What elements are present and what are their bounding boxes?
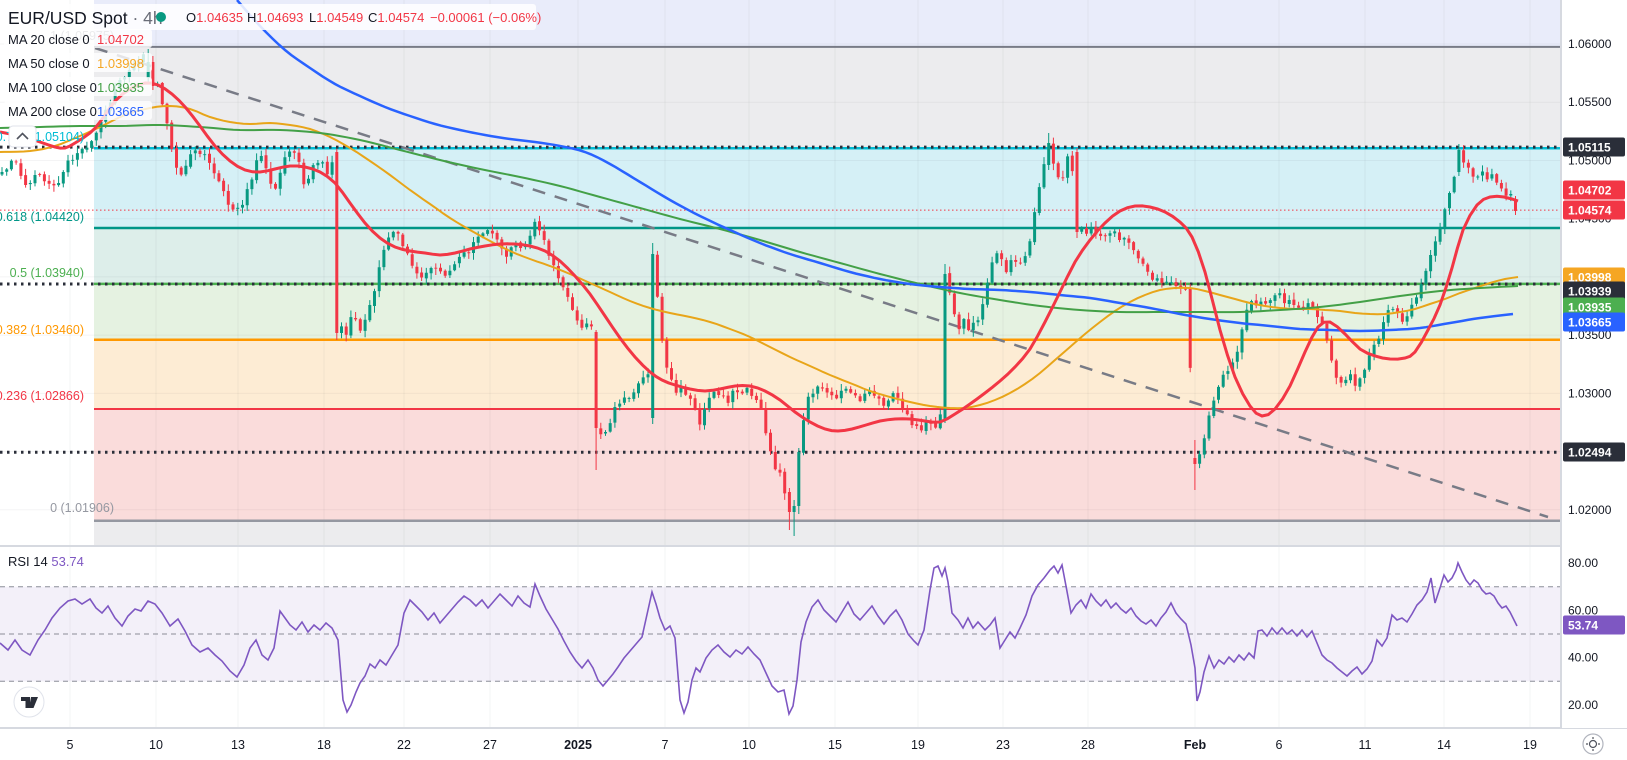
svg-text:Feb: Feb [1184,738,1207,752]
svg-text:1.05115: 1.05115 [1568,141,1611,155]
svg-text:28: 28 [1081,738,1095,752]
svg-text:1.03665: 1.03665 [1568,316,1612,330]
svg-text:−0.00061 (−0.06%): −0.00061 (−0.06%) [430,10,541,25]
svg-text:1.04574: 1.04574 [1568,204,1612,218]
svg-text:19: 19 [911,738,925,752]
svg-text:1.04702: 1.04702 [1568,184,1612,198]
svg-text:1.03998: 1.03998 [97,56,144,71]
svg-text:1.05000: 1.05000 [1568,154,1612,168]
svg-text:10: 10 [149,738,163,752]
svg-text:1.06000: 1.06000 [1568,37,1612,51]
svg-text:1.03998: 1.03998 [1568,271,1612,285]
svg-text:7: 7 [662,738,669,752]
svg-text:18: 18 [317,738,331,752]
svg-text:MA 200 close 0: MA 200 close 0 [8,104,97,119]
svg-text:MA 20 close 0: MA 20 close 0 [8,32,90,47]
svg-text:27: 27 [483,738,497,752]
svg-text:60.00: 60.00 [1568,603,1598,617]
svg-text:20.00: 20.00 [1568,698,1598,712]
svg-text:1.02000: 1.02000 [1568,503,1612,517]
svg-text:1.03500: 1.03500 [1568,328,1612,342]
svg-text:40.00: 40.00 [1568,651,1598,665]
svg-text:0.618 (1.04420): 0.618 (1.04420) [0,210,84,224]
svg-text:11: 11 [1359,738,1372,752]
svg-text:19: 19 [1523,738,1537,752]
svg-text:0.236 (1.02866): 0.236 (1.02866) [0,389,84,403]
svg-text:1.03665: 1.03665 [97,104,144,119]
svg-text:23: 23 [996,738,1010,752]
svg-text:14: 14 [1437,738,1451,752]
svg-text:1.03000: 1.03000 [1568,386,1612,400]
svg-text:5: 5 [67,738,74,752]
svg-text:L1.04549: L1.04549 [309,10,363,25]
svg-text:1.02494: 1.02494 [1568,446,1612,460]
svg-text:13: 13 [231,738,245,752]
svg-text:MA 50 close 0: MA 50 close 0 [8,56,90,71]
svg-text:H1.04693: H1.04693 [247,10,303,25]
svg-text:EUR/USD Spot · 4h: EUR/USD Spot · 4h [8,8,163,28]
svg-text:0.5 (1.03940): 0.5 (1.03940) [10,266,84,280]
svg-text:1.03935: 1.03935 [97,80,144,95]
svg-text:1.03935: 1.03935 [1568,301,1612,315]
svg-text:2025: 2025 [564,738,592,752]
svg-text:MA 100 close 0: MA 100 close 0 [8,80,97,95]
svg-text:6: 6 [1276,738,1283,752]
svg-text:1.05500: 1.05500 [1568,95,1612,109]
svg-text:53.74: 53.74 [1568,619,1598,633]
svg-text:0.382 (1.03460): 0.382 (1.03460) [0,323,84,337]
svg-text:RSI 14 53.74: RSI 14 53.74 [8,554,84,569]
svg-text:10: 10 [742,738,756,752]
svg-text:1.03939: 1.03939 [1568,285,1612,299]
svg-text:80.00: 80.00 [1568,556,1598,570]
svg-text:22: 22 [397,738,411,752]
svg-text:15: 15 [828,738,842,752]
svg-text:0 (1.01906): 0 (1.01906) [50,501,114,515]
svg-text:1.04702: 1.04702 [97,32,144,47]
svg-text:C1.04574: C1.04574 [368,10,424,25]
svg-text:O1.04635: O1.04635 [186,10,243,25]
